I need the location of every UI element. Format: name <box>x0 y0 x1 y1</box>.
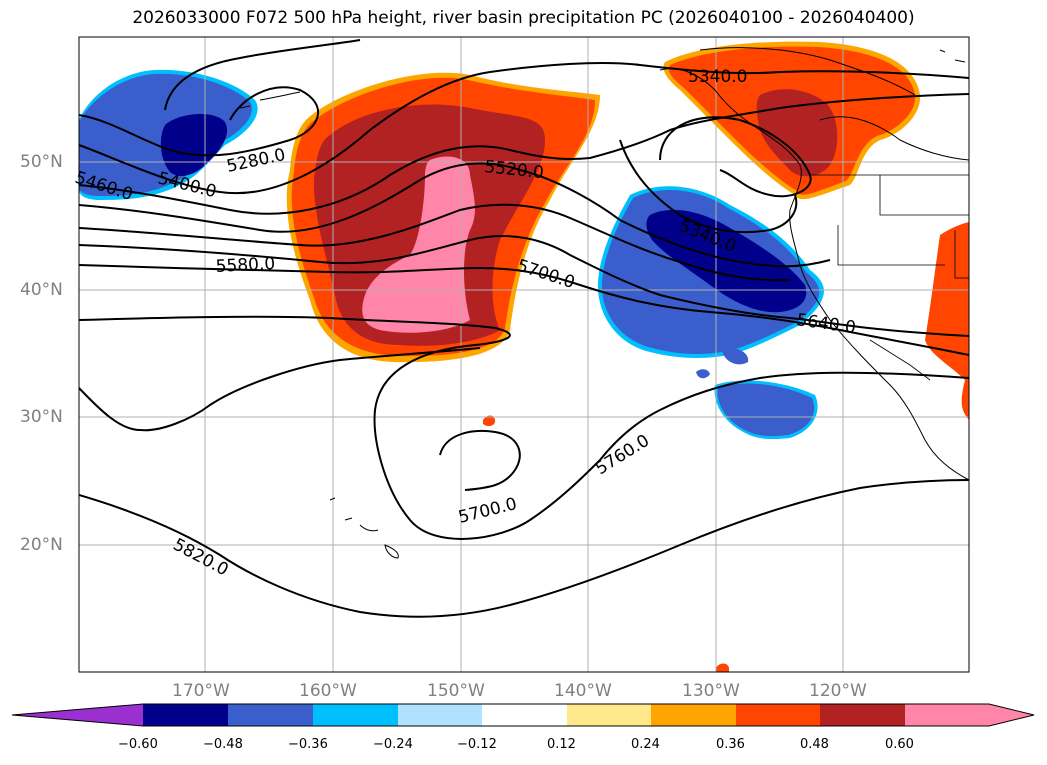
colorbar-bin <box>143 704 228 726</box>
lon-label: 120°W <box>809 681 867 701</box>
map-plot-area <box>79 37 969 672</box>
contour-label: 5820.0 <box>170 535 232 581</box>
lat-label: 30°N <box>20 407 63 427</box>
colorbar <box>11 703 1035 727</box>
colorbar-bin <box>651 704 736 726</box>
colorbar-bin <box>313 704 398 726</box>
positive-anomaly-small <box>483 222 969 672</box>
colorbar-tick: 0.12 <box>547 737 576 752</box>
lon-label: 140°W <box>554 681 612 701</box>
contour-label: 5700.0 <box>514 256 577 293</box>
height-contours <box>79 39 969 618</box>
colorbar-bin <box>567 704 651 726</box>
colorbar-tick: 0.24 <box>631 737 660 752</box>
colorbar-bin <box>820 704 905 726</box>
colorbar-tick: 0.60 <box>885 737 914 752</box>
colorbar-extend-high <box>905 704 1034 726</box>
lon-label: 130°W <box>682 681 740 701</box>
lat-label: 40°N <box>20 280 63 300</box>
contour-label: 5640.0 <box>795 310 857 338</box>
lat-label: 20°N <box>20 535 63 555</box>
colorbar-tick: −0.60 <box>118 737 158 752</box>
colorbar-tick: −0.36 <box>288 737 328 752</box>
chart-title: 2026033000 F072 500 hPa height, river ba… <box>132 8 915 28</box>
contour-label: 5580.0 <box>215 254 275 277</box>
colorbar-tick: −0.24 <box>373 737 413 752</box>
contour-label: 5700.0 <box>456 494 519 528</box>
coastlines <box>239 47 969 559</box>
graticule <box>79 37 969 672</box>
lon-label: 150°W <box>427 681 485 701</box>
lon-label: 160°W <box>299 681 357 701</box>
colorbar-tick: 0.36 <box>716 737 745 752</box>
colorbar-bin <box>736 704 820 726</box>
state-borders <box>812 174 969 381</box>
lon-label: 170°W <box>172 681 230 701</box>
colorbar-bin <box>482 704 567 726</box>
colorbar-tick: −0.48 <box>203 737 243 752</box>
colorbar-tick: −0.12 <box>457 737 497 752</box>
negative-anomaly-northwest <box>79 69 258 201</box>
colorbar-extend-low <box>12 704 143 726</box>
contour-label: 5340.0 <box>688 67 747 87</box>
contour-label: 5280.0 <box>225 145 287 177</box>
colorbar-bin <box>398 704 482 726</box>
colorbar-tick: 0.48 <box>800 737 829 752</box>
map-frame <box>78 36 970 673</box>
contour-label: 5760.0 <box>592 431 653 479</box>
colorbar-outline <box>11 703 1035 727</box>
colorbar-bin <box>228 704 313 726</box>
lat-label: 50°N <box>20 152 63 172</box>
positive-anomaly-canada <box>663 41 921 200</box>
